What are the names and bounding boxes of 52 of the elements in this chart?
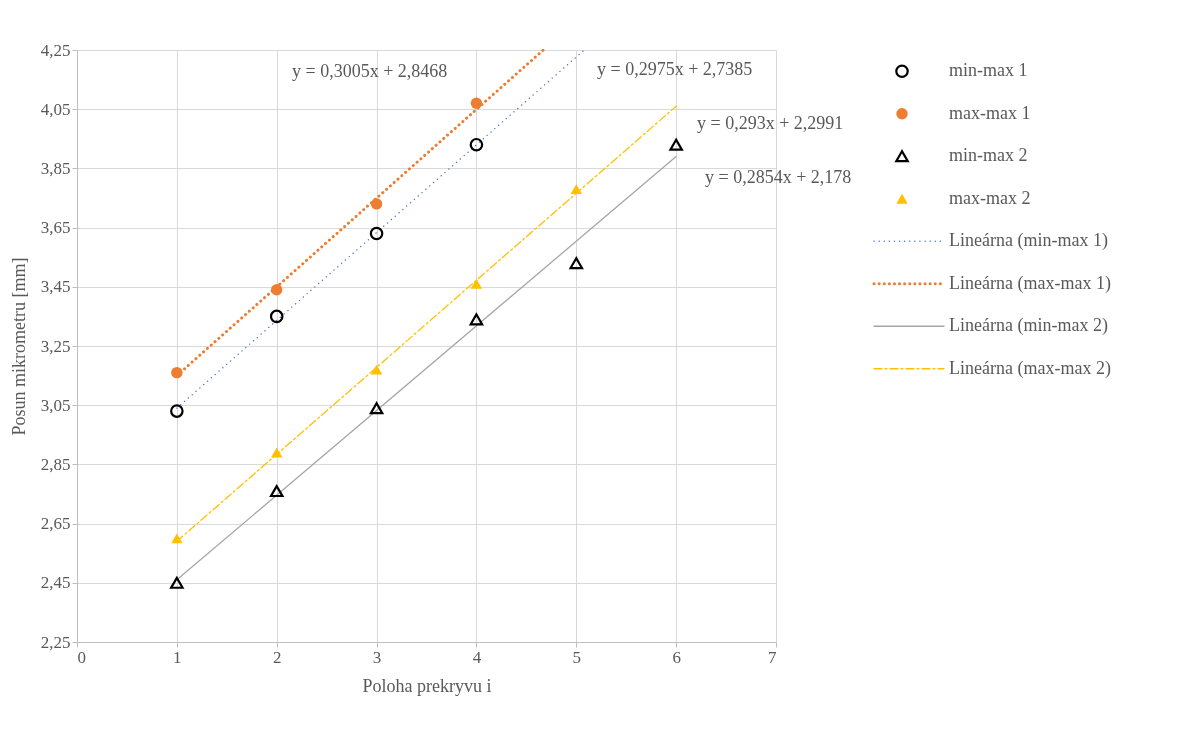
point	[370, 198, 383, 210]
x-tick-label: 2	[272, 647, 282, 667]
y-tick-label: 2,65	[40, 514, 71, 534]
y-tick-label: 2,25	[40, 632, 71, 652]
point	[469, 313, 484, 326]
point	[170, 576, 184, 589]
legend-label: min-max 1	[949, 60, 1028, 81]
x-tick-label: 6	[672, 647, 681, 667]
y-tick-label: 4,05	[40, 99, 71, 119]
annotation: y = 0,3005x + 2,8468	[292, 61, 448, 81]
point	[369, 226, 384, 241]
legend-label: Lineárna (min-max 2)	[949, 315, 1108, 337]
y-tick-label: 3,85	[40, 158, 71, 178]
point	[470, 278, 483, 289]
legend-label: Lineárna (max-max 2)	[949, 357, 1111, 379]
legend-label: max-max 1	[949, 102, 1031, 123]
point	[669, 138, 683, 151]
point	[370, 364, 383, 375]
x-tick-label: 0	[77, 647, 86, 667]
point	[171, 533, 183, 544]
y-tick-label: 3,05	[40, 395, 71, 415]
point	[271, 284, 283, 296]
point	[269, 485, 284, 498]
point	[570, 184, 582, 195]
legend-label: max-max 2	[949, 187, 1031, 208]
x-axis-title: Poloha prekryvu i	[362, 675, 492, 696]
point	[170, 404, 184, 418]
y-tick-label: 3,65	[40, 218, 71, 238]
legend-label: Lineárna (max-max 1)	[949, 272, 1111, 294]
point	[469, 137, 484, 152]
annotation: y = 0,2975x + 2,7385	[597, 59, 753, 79]
annotation: y = 0,2854x + 2,178	[705, 167, 852, 187]
point	[569, 257, 584, 270]
x-tick-label: 7	[768, 647, 777, 667]
annotation: y = 0,293x + 2,2991	[697, 113, 844, 133]
y-tick-label: 2,85	[40, 454, 71, 474]
point	[470, 97, 483, 109]
x-tick-label: 3	[372, 647, 382, 667]
y-tick-label: 3,45	[40, 277, 71, 297]
x-tick-label: 5	[572, 647, 582, 667]
point	[171, 366, 183, 379]
legend-label: min-max 2	[949, 145, 1028, 166]
y-tick-label: 2,45	[40, 573, 71, 593]
point	[271, 447, 283, 458]
x-tick-label: 4	[472, 647, 482, 667]
x-tick-label: 1	[173, 647, 182, 667]
point	[269, 309, 284, 324]
point	[369, 402, 384, 415]
legend-label: Lineárna (min-max 1)	[949, 230, 1108, 252]
y-tick-label: 4,25	[40, 40, 71, 60]
y-axis-title: Posun mikrometru [mm]	[8, 257, 29, 436]
y-tick-label: 3,25	[40, 336, 71, 356]
